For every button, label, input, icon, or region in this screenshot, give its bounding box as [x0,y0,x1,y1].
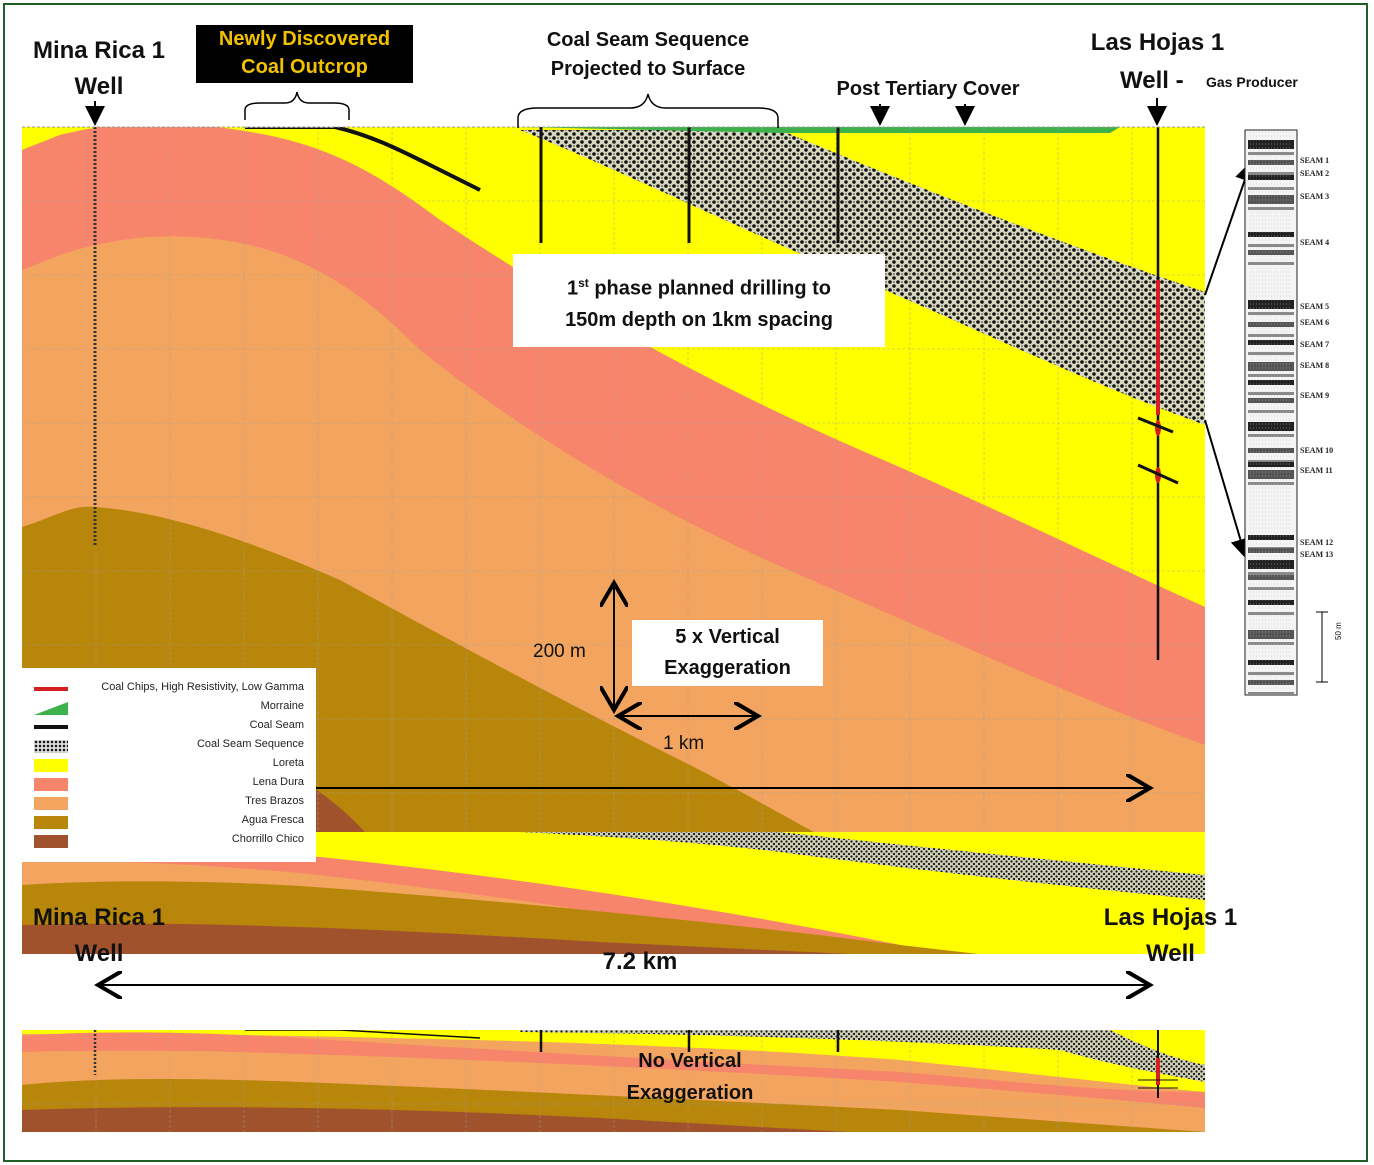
phase-drilling-box: 1st phase planned drilling to 150m depth… [513,254,885,347]
legend-label: Chorrillo Chico [231,833,304,845]
distance-label: 7.2 km [602,948,678,975]
legend-item: Coal Chips, High Resistivity, Low Gamma [22,680,316,699]
gas-producer-label: Gas Producer [1206,74,1298,90]
seam-label: SEAM 13 [1300,550,1334,559]
seam-label: SEAM 3 [1300,192,1330,201]
mina-rica-top-well: Well [74,73,124,100]
mina-rica-bottom-title: Mina Rica 1 [32,904,166,931]
legend-swatch [34,725,68,729]
mina-rica-top-title: Mina Rica 1 [32,37,166,64]
strat-log-column [1244,129,1298,696]
vert-exag-line1: 5 x Vertical [675,626,780,648]
true-loreta [22,1030,1205,1092]
phase-number: 1 [566,277,579,300]
seam-label: SEAM 5 [1300,302,1330,311]
las-hojas-bottom-well: Well [1146,940,1195,967]
scale-1km: 1 km [663,733,705,754]
seam-label: SEAM 10 [1300,446,1334,455]
newly-discovered-line1: Newly Discovered [218,28,391,50]
legend-swatch [34,740,68,753]
phase-text-1: phase planned drilling to [594,277,832,300]
legend-swatch [34,816,68,829]
seam-label: SEAM 8 [1300,361,1330,370]
scale-200m: 200 m [533,641,586,662]
las-hojas-top-well: Well - [1120,67,1184,94]
legend-label: Loreta [272,757,304,769]
seam-label: SEAM 1 [1300,156,1330,165]
lena-dura-layer [22,127,1205,745]
legend-label: Coal Seam [249,719,304,731]
las-hojas-top-title: Las Hojas 1 [1090,29,1225,56]
true-coal-seq [520,1030,1205,1082]
post-tertiary-label: Post Tertiary Cover [836,78,1020,100]
coal-seq-title-1: Coal Seam Sequence [546,29,750,51]
legend: Coal Chips, High Resistivity, Low Gamma M… [22,668,316,862]
legend-item: Chorrillo Chico [22,832,316,851]
legend-label: Coal Seam Sequence [196,738,304,750]
coal-seq-title-2: Projected to Surface [550,58,746,80]
vert-exag-line2: Exaggeration [664,657,791,679]
legend-swatch [34,835,68,848]
legend-item: Tres Brazos [22,794,316,813]
legend-label: Agua Fresca [241,814,304,826]
outcrop-brace [244,91,350,120]
legend-swatch [34,797,68,810]
legend-item: Lena Dura [22,775,316,794]
lower-coal-sequence [520,832,1205,900]
lower-chorrillo [22,923,850,954]
legend-label: Tres Brazos [245,795,304,807]
mina-rica-bottom-well: Well [74,940,124,967]
newly-discovered-line2: Coal Outcrop [241,56,368,78]
legend-item: Morraine [22,699,316,718]
legend-swatch [34,687,68,691]
true-chorrillo [22,1107,850,1132]
legend-swatch [34,759,68,772]
seam-label: SEAM 6 [1300,318,1330,327]
seam-label: SEAM 12 [1300,538,1334,547]
morraine-layer [520,127,1120,133]
legend-label: Morraine [260,700,304,712]
coal-seam-outcrop [245,127,481,192]
phase-text-2: 150m depth on 1km spacing [565,308,833,331]
legend-swatch [34,778,68,791]
vertical-exag-box: 5 x Vertical Exaggeration [632,620,823,686]
legend-item: Loreta [22,756,316,775]
no-vert-line1: No Vertical [638,1050,742,1072]
seam-label: SEAM 11 [1300,466,1333,475]
las-hojas-bottom-title: Las Hojas 1 [1103,904,1238,931]
legend-item: Agua Fresca [22,813,316,832]
seam-label: SEAM 2 [1300,169,1330,178]
sequence-brace [517,93,779,128]
seam-label: SEAM 4 [1300,238,1330,247]
newly-discovered-box: Newly Discovered Coal Outcrop [196,25,413,83]
phase-suffix: st [578,276,589,290]
no-vert-line2: Exaggeration [626,1082,754,1104]
legend-item: Coal Seam Sequence [22,737,316,756]
seam-label: SEAM 9 [1300,391,1330,400]
legend-label: Lena Dura [252,776,304,788]
legend-label: Coal Chips, High Resistivity, Low Gamma [101,681,304,693]
figure-frame [3,3,1368,1162]
seam-label: SEAM 7 [1300,340,1330,349]
legend-item: Coal Seam [22,718,316,737]
